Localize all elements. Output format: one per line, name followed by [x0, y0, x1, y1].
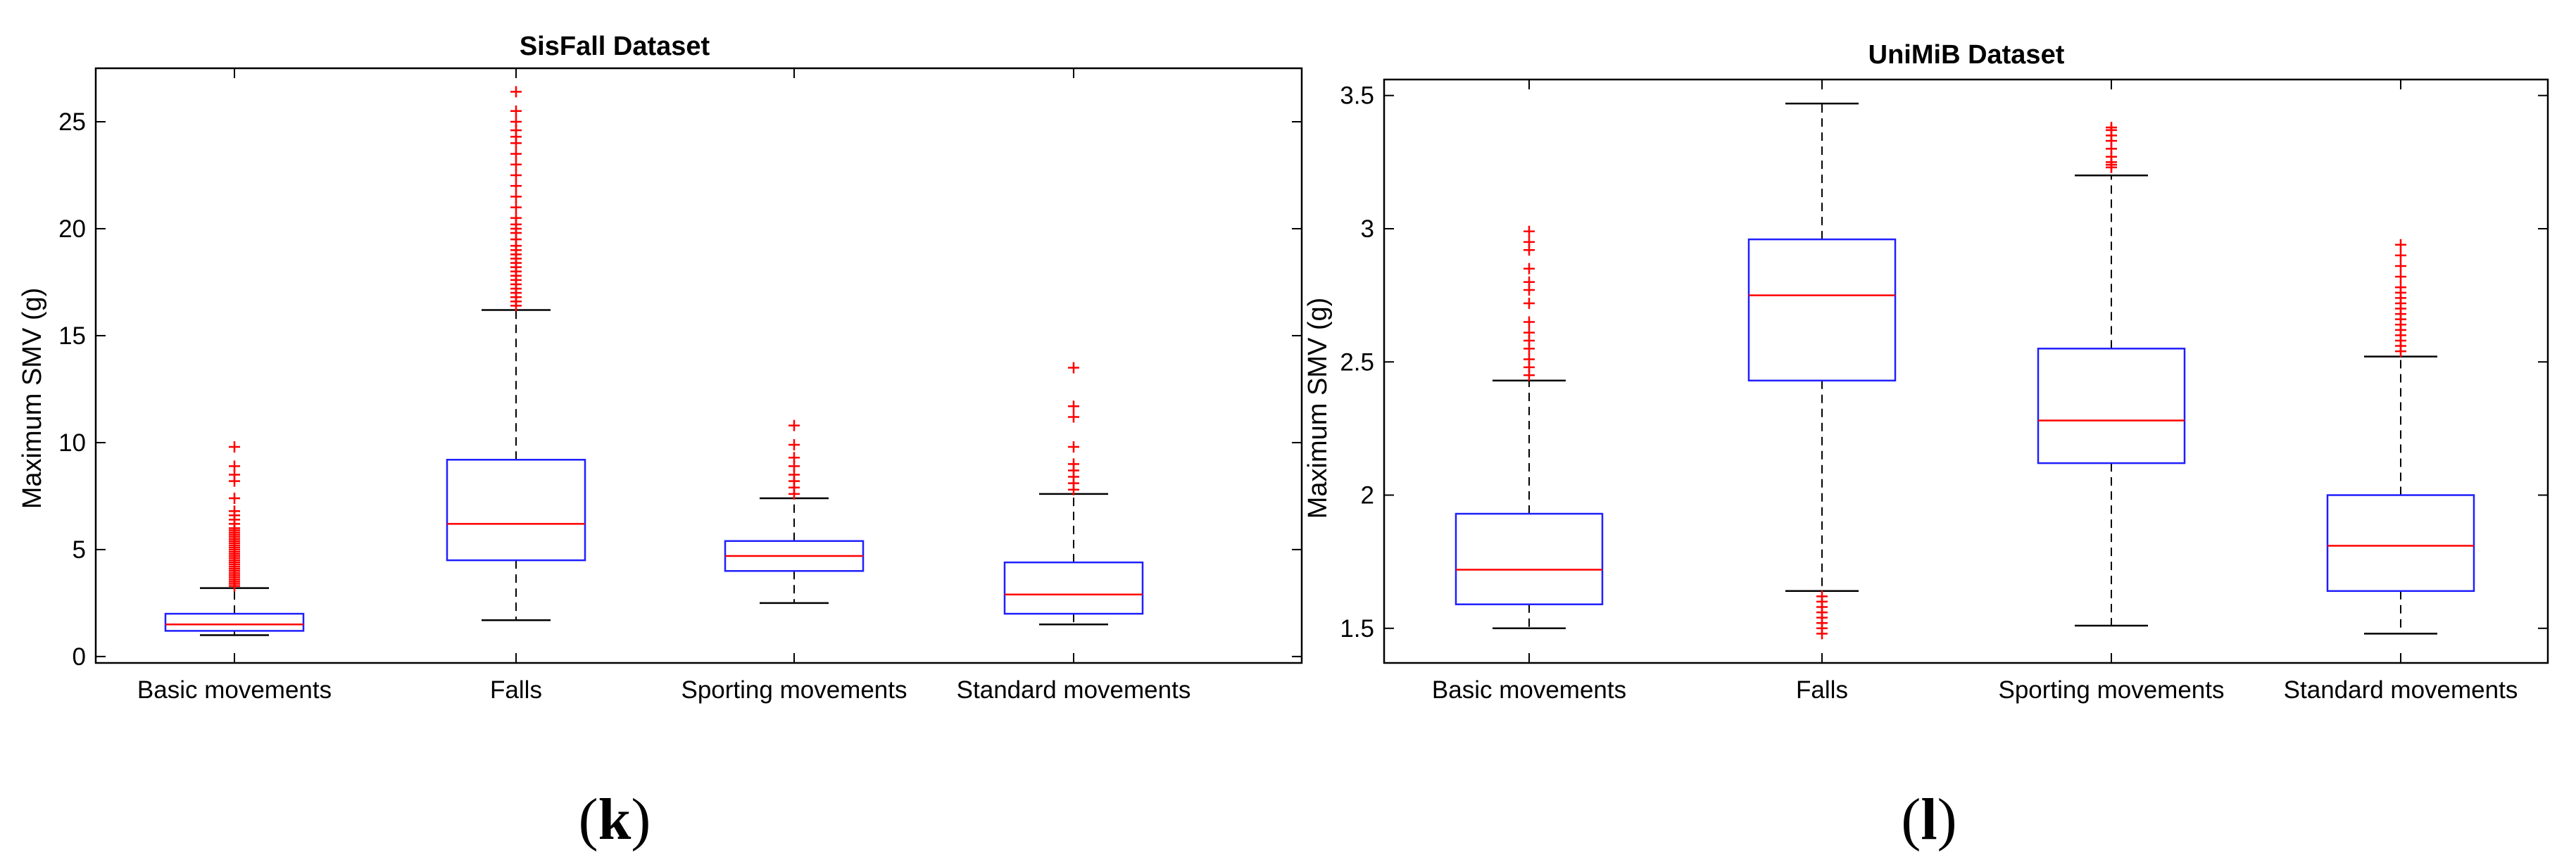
- iqr-box: [1747, 238, 1897, 381]
- outlier-point: [510, 148, 522, 160]
- outlier-point: [1068, 400, 1079, 412]
- x-tick-label: Falls: [1796, 676, 1848, 704]
- x-tick-label: Sporting movements: [1999, 676, 2225, 704]
- outlier-point: [229, 505, 240, 517]
- plot-area: [1383, 78, 2549, 664]
- outlier-point: [2395, 282, 2406, 293]
- outlier-point: [510, 115, 522, 127]
- outlier-point: [2395, 239, 2406, 251]
- box-series: [164, 86, 1144, 636]
- outlier-point: [1523, 316, 1535, 328]
- box-series: [1455, 102, 2475, 640]
- y-tick-label: 3.5: [1340, 82, 1374, 110]
- chart-unimib: UniMiB Dataset Maximum SMV (g) 1.5 2 2.5 3 3…: [1303, 40, 2549, 704]
- y-tick-label: 2.5: [1340, 348, 1374, 376]
- outlier-point: [229, 441, 240, 453]
- x-tick-label: Standard movements: [957, 676, 1191, 704]
- box-0: [1455, 225, 1604, 630]
- y-tick-label: 10: [58, 429, 86, 457]
- iqr-box: [164, 612, 305, 632]
- chart-title: SisFall Dataset: [520, 32, 710, 61]
- outlier-point: [1523, 353, 1535, 365]
- outlier-point: [1068, 411, 1079, 423]
- box-1: [1747, 102, 1897, 640]
- box-3: [2326, 239, 2475, 635]
- y-ticks: 1.5 2 2.5 3 3.5: [1340, 82, 2548, 643]
- x-tick-label: Basic movements: [1432, 676, 1626, 704]
- panel-label-l: (l): [1901, 787, 1956, 852]
- x-tick-label: Basic movements: [137, 676, 332, 704]
- iqr-box: [1003, 561, 1144, 615]
- x-tick-label: Standard movements: [2284, 676, 2518, 704]
- outlier-point: [510, 86, 522, 98]
- y-ticks: 0 5 10 15 20 25: [58, 108, 1302, 671]
- y-axis-label: Maximum SMV (g): [1303, 298, 1333, 519]
- outlier-point: [1816, 590, 1828, 602]
- outlier-point: [1068, 458, 1079, 470]
- x-tick-label: Falls: [490, 676, 542, 704]
- outlier-point: [788, 438, 800, 450]
- outlier-point: [510, 201, 522, 213]
- outlier-point: [2395, 260, 2406, 272]
- box-2: [724, 419, 865, 605]
- x-ticks: Basic movements Falls Sporting movements St…: [1432, 80, 2518, 704]
- box-1: [446, 86, 586, 621]
- iqr-box: [1455, 512, 1604, 605]
- outlier-point: [2395, 271, 2406, 283]
- iqr-box: [2326, 494, 2475, 593]
- box-0: [164, 441, 305, 636]
- y-axis-label: Maximum SMV (g): [18, 288, 47, 510]
- outlier-point: [510, 169, 522, 181]
- iqr-box: [2037, 348, 2186, 464]
- outlier-point: [1523, 327, 1535, 339]
- outlier-point: [1523, 263, 1535, 274]
- y-tick-label: 20: [58, 215, 86, 243]
- outlier-point: [229, 492, 240, 504]
- x-tick-label: Sporting movements: [681, 676, 907, 704]
- x-ticks: Basic movements Falls Sporting movements St…: [137, 68, 1190, 704]
- outlier-point: [1523, 297, 1535, 309]
- outlier-point: [510, 212, 522, 224]
- outlier-point: [788, 419, 800, 431]
- outlier-point: [1068, 441, 1079, 453]
- y-tick-label: 5: [73, 536, 86, 564]
- outlier-point: [1068, 362, 1079, 374]
- y-tick-label: 15: [58, 322, 86, 350]
- y-tick-label: 25: [58, 108, 86, 136]
- plot-area: [94, 67, 1303, 664]
- outlier-point: [510, 180, 522, 192]
- outlier-point: [2106, 122, 2117, 134]
- outlier-point: [229, 460, 240, 472]
- box-2: [2037, 122, 2186, 627]
- outlier-point: [1523, 276, 1535, 288]
- outlier-point: [2395, 249, 2406, 261]
- outlier-point: [1523, 225, 1535, 237]
- chart-title: UniMiB Dataset: [1868, 40, 2065, 70]
- y-tick-label: 1.5: [1340, 615, 1374, 643]
- outlier-point: [1523, 236, 1535, 248]
- box-3: [1003, 362, 1144, 626]
- panel-label-k: (k): [579, 787, 651, 852]
- outlier-point: [510, 105, 522, 117]
- y-tick-label: 2: [1361, 482, 1374, 510]
- outlier-point: [510, 158, 522, 170]
- iqr-box: [446, 458, 586, 562]
- outlier-point: [510, 191, 522, 203]
- chart-sisfall: SisFall Dataset Maximum SMV (g) 0 5 10 15 20…: [18, 32, 1303, 704]
- y-tick-label: 3: [1361, 215, 1374, 243]
- y-tick-label: 0: [73, 643, 86, 671]
- outlier-point: [788, 452, 800, 464]
